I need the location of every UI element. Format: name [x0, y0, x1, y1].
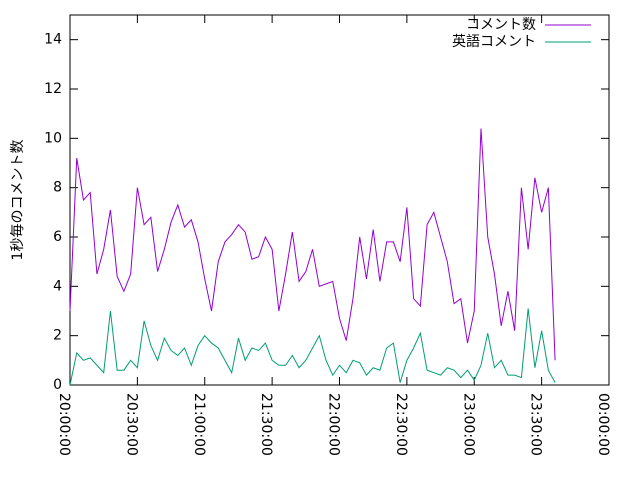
x-tick-label: 21:00:00 — [191, 393, 207, 456]
y-tick-label: 2 — [53, 328, 62, 344]
x-tick-label: 20:30:00 — [123, 393, 139, 456]
y-tick-label: 4 — [53, 278, 62, 294]
x-tick-label: 00:00:00 — [595, 393, 611, 456]
x-tick-label: 22:00:00 — [326, 393, 342, 456]
y-tick-label: 8 — [53, 180, 62, 196]
x-tick-label: 23:30:00 — [528, 393, 544, 456]
x-tick-label: 23:00:00 — [460, 393, 476, 456]
x-tick-label: 22:30:00 — [393, 393, 409, 456]
x-tick-label: 20:00:00 — [56, 393, 72, 456]
y-tick-label: 12 — [44, 81, 62, 97]
y-tick-label: 6 — [53, 229, 62, 245]
plot-frame — [69, 14, 610, 386]
x-tick-label: 21:30:00 — [258, 393, 274, 456]
y-tick-label: 10 — [44, 130, 62, 146]
legend-label: 英語コメント — [452, 33, 536, 50]
series-line — [69, 308, 556, 386]
y-tick-label: 14 — [44, 32, 62, 48]
y-tick-label: 0 — [53, 377, 62, 393]
series-line — [69, 128, 556, 361]
legend-label: コメント数 — [466, 17, 536, 33]
y-axis-label: 1秒毎のコメント数 — [10, 140, 26, 261]
